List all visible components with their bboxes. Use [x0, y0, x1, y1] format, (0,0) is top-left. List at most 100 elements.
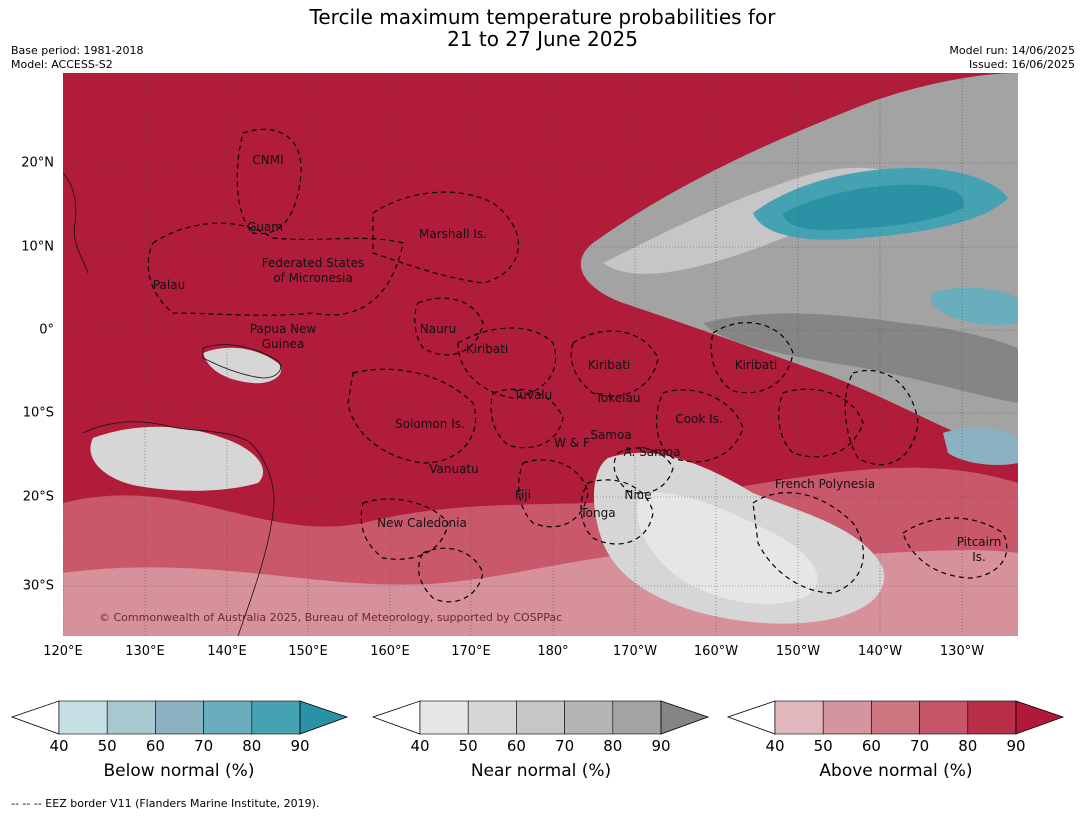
lon-label-140w: 140°W: [857, 644, 903, 659]
lon-label-180: 180°: [537, 644, 569, 659]
place-label: Fiji: [515, 488, 531, 502]
model-info: Base period: 1981-2018 Model: ACCESS-S2: [11, 44, 143, 72]
place-label: Samoa: [590, 428, 631, 442]
colorbar-swatch: [919, 700, 969, 735]
colorbar-tick-label: 90: [1006, 737, 1026, 755]
colorbar-tick-label: 50: [458, 737, 478, 755]
colorbar-tick-label: 60: [506, 737, 526, 755]
lat-label-0: 0°: [39, 322, 54, 338]
model-name: Model: ACCESS-S2: [11, 58, 113, 71]
lon-label-130e: 130°E: [125, 644, 165, 659]
place-label: CNMI: [252, 153, 283, 167]
colorbar-swatch: [871, 700, 920, 735]
colorbar-tick-label: 40: [765, 737, 785, 755]
above-normal-label: Above normal (%): [819, 761, 973, 781]
place-label: Federated States: [262, 256, 364, 270]
colorbar-tick-label: 80: [603, 737, 623, 755]
probability-map: CNMI Guam Marshall Is. Federated States …: [63, 73, 1018, 636]
place-label: Tuvalu: [513, 388, 553, 402]
colorbar-tick-label: 40: [49, 737, 69, 755]
lon-label-130w: 130°W: [939, 644, 985, 659]
colorbar-high-extension: [1015, 700, 1065, 735]
place-label: Pitcairn: [957, 535, 1002, 549]
lon-label-150e: 150°E: [288, 644, 328, 659]
colorbar-high-extension: [299, 700, 349, 735]
place-label: of Micronesia: [273, 271, 353, 285]
place-label: Kiribati: [466, 342, 508, 356]
place-label: Marshall Is.: [419, 227, 487, 241]
colorbar-low-extension: [726, 700, 776, 735]
place-label: Is.: [972, 550, 986, 564]
colorbar-swatch: [251, 700, 301, 735]
place-label: Palau: [153, 278, 185, 292]
lon-label-160e: 160°E: [370, 644, 410, 659]
place-label: Guinea: [262, 337, 305, 351]
eez-legend-note: -- -- -- EEZ border V11 (Flanders Marine…: [11, 797, 320, 810]
map-title: Tercile maximum temperature probabilitie…: [0, 6, 1085, 50]
lon-label-150w: 150°W: [775, 644, 821, 659]
place-label: Niue: [624, 488, 651, 502]
lon-label-170e: 170°E: [451, 644, 491, 659]
colorbar-tick-label: 70: [555, 737, 575, 755]
colorbar-swatch: [967, 700, 1017, 735]
colorbar-swatch: [419, 700, 469, 735]
title-line-2: 21 to 27 June 2025: [447, 27, 638, 51]
model-run: Model run: 14/06/2025: [949, 44, 1075, 57]
near-normal-label: Near normal (%): [470, 761, 612, 781]
colorbar-swatch: [467, 700, 517, 735]
coastlines: [63, 172, 282, 636]
place-labels: CNMI Guam Marshall Is. Federated States …: [153, 153, 1001, 564]
colorbar-tick-label: 90: [290, 737, 310, 755]
colorbar-legend: [10, 700, 1065, 735]
place-label: Kiribati: [735, 358, 777, 372]
colorbar-swatch: [612, 700, 662, 735]
gridlines: [63, 73, 1018, 636]
colorbar-swatch: [58, 700, 108, 735]
place-label: W & F: [554, 436, 590, 450]
colorbar-tick-label: 70: [194, 737, 214, 755]
colorbar-swatch: [106, 700, 156, 735]
colorbar-tick-label: 40: [410, 737, 430, 755]
place-label: Vanuatu: [429, 462, 479, 476]
eez-borders: [147, 128, 1008, 603]
colorbar-tick-label: 80: [958, 737, 978, 755]
base-period: Base period: 1981-2018: [11, 44, 144, 57]
place-label: Cook Is.: [675, 412, 722, 426]
lat-label-30s: 30°S: [22, 578, 54, 594]
colorbar-low-extension: [371, 700, 421, 735]
place-label: Guam: [247, 220, 283, 234]
title-line-1: Tercile maximum temperature probabilitie…: [309, 5, 776, 29]
near-normal-south-inner: [637, 492, 818, 604]
place-label: Tokelau: [595, 391, 641, 405]
place-label: Papua New: [250, 322, 317, 336]
colorbar-tick-label: 60: [861, 737, 881, 755]
place-label: Solomon Is.: [395, 417, 465, 431]
place-label: Tonga: [579, 506, 615, 520]
colorbar-high-extension: [660, 700, 710, 735]
lat-label-10n: 10°N: [21, 239, 54, 255]
colorbar-swatch: [203, 700, 253, 735]
lat-label-20s: 20°S: [22, 489, 54, 505]
colorbar-tick-label: 70: [910, 737, 930, 755]
colorbar-tick-label: 90: [651, 737, 671, 755]
lat-label-20n: 20°N: [21, 155, 54, 171]
place-label: New Caledonia: [377, 516, 467, 530]
run-info: Model run: 14/06/2025 Issued: 16/06/2025: [949, 44, 1075, 72]
below-normal-north-core: [783, 184, 964, 231]
colorbar-tick-label: 60: [145, 737, 165, 755]
lon-label-140e: 140°E: [207, 644, 247, 659]
lon-label-170w: 170°W: [612, 644, 658, 659]
colorbar-swatch: [822, 700, 872, 735]
colorbar-swatch: [516, 700, 565, 735]
colorbar-tick-label: 80: [242, 737, 262, 755]
below-normal-label: Below normal (%): [103, 761, 255, 781]
colorbar-low-extension: [10, 700, 60, 735]
place-label: A. Samoa: [624, 445, 681, 459]
colorbar-tick-label: 50: [813, 737, 833, 755]
lon-label-120e: 120°E: [43, 644, 83, 659]
below-normal-east-region: [930, 287, 1018, 325]
colorbar-swatch: [564, 700, 614, 735]
place-label: French Polynesia: [775, 477, 875, 491]
place-label: Kiribati: [588, 358, 630, 372]
copyright-notice: © Commonwealth of Australia 2025, Bureau…: [99, 611, 562, 624]
